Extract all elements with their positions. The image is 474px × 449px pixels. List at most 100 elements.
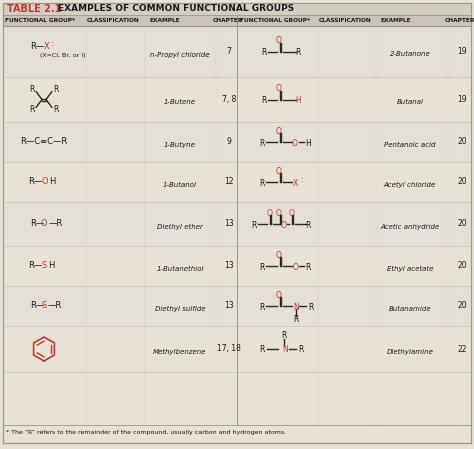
Text: EXAMPLE: EXAMPLE <box>150 18 180 23</box>
Bar <box>3 286 237 326</box>
Text: Diethyl sulfide: Diethyl sulfide <box>155 306 205 312</box>
Text: 7: 7 <box>227 47 231 56</box>
Text: O: O <box>42 177 49 186</box>
Text: 13: 13 <box>224 301 234 311</box>
Text: O: O <box>276 291 282 299</box>
Text: R: R <box>281 331 287 340</box>
Text: H: H <box>305 138 311 148</box>
Text: R: R <box>53 105 59 114</box>
Text: CLASSIFICATION: CLASSIFICATION <box>319 18 372 23</box>
Bar <box>3 122 237 162</box>
Text: O: O <box>281 220 287 229</box>
Text: Methylbenzene: Methylbenzene <box>153 349 207 355</box>
Text: R: R <box>251 220 257 229</box>
Bar <box>3 202 237 246</box>
Text: 7, 8: 7, 8 <box>222 95 236 104</box>
Text: O: O <box>267 208 273 217</box>
Text: R: R <box>259 303 264 312</box>
Text: 22: 22 <box>457 344 467 353</box>
Text: Acetic anhydride: Acetic anhydride <box>380 224 439 230</box>
Text: R: R <box>53 85 59 94</box>
Text: —R: —R <box>49 220 63 229</box>
Text: S: S <box>42 261 47 270</box>
Text: 1-Butanol: 1-Butanol <box>163 182 197 188</box>
Text: O: O <box>276 84 282 93</box>
Text: —R: —R <box>48 301 62 311</box>
Text: H: H <box>48 261 55 270</box>
Text: O: O <box>293 263 299 272</box>
Bar <box>3 15 471 26</box>
Bar <box>237 286 471 326</box>
Text: 19: 19 <box>457 95 467 104</box>
Text: 1-Butanethiol: 1-Butanethiol <box>156 266 204 272</box>
Text: R: R <box>305 263 310 272</box>
Text: 20: 20 <box>457 137 467 146</box>
Text: X: X <box>44 42 50 51</box>
Text: FUNCTIONAL GROUP*: FUNCTIONAL GROUP* <box>5 18 75 23</box>
Text: R: R <box>259 179 264 188</box>
Text: 20: 20 <box>457 177 467 186</box>
Text: 13: 13 <box>224 261 234 270</box>
Text: N: N <box>293 303 299 312</box>
Text: S: S <box>41 301 46 311</box>
Text: R: R <box>261 48 267 57</box>
Text: R—C≡C—R: R—C≡C—R <box>20 137 68 146</box>
Text: 2-Butanone: 2-Butanone <box>390 52 430 57</box>
Text: EXAMPLE: EXAMPLE <box>381 18 411 23</box>
Text: Acetyl chloride: Acetyl chloride <box>384 182 436 188</box>
Text: TABLE 2.1: TABLE 2.1 <box>7 4 61 14</box>
Text: 9: 9 <box>227 137 231 146</box>
Text: O: O <box>276 251 282 260</box>
Text: 12: 12 <box>224 177 234 186</box>
Text: O: O <box>276 208 282 217</box>
Text: R: R <box>261 96 267 105</box>
Bar <box>237 202 471 246</box>
Text: :: : <box>300 177 302 183</box>
Text: H: H <box>295 96 301 105</box>
Text: Pentanoic acid: Pentanoic acid <box>384 142 436 148</box>
Bar <box>3 26 237 77</box>
Text: X: X <box>293 179 298 188</box>
Text: CHAPTER: CHAPTER <box>445 18 474 23</box>
Text: :: : <box>50 40 52 47</box>
Bar <box>237 122 471 162</box>
Text: 1-Butene: 1-Butene <box>164 100 196 106</box>
Bar <box>3 3 471 15</box>
Text: 20: 20 <box>457 261 467 270</box>
Text: O: O <box>41 220 47 229</box>
Text: R—: R— <box>28 261 42 270</box>
Text: 17, 18: 17, 18 <box>217 344 241 353</box>
Text: 20: 20 <box>457 220 467 229</box>
Text: R—: R— <box>30 220 44 229</box>
Text: O: O <box>276 36 282 45</box>
Text: CLASSIFICATION: CLASSIFICATION <box>87 18 140 23</box>
Text: Diethyl ether: Diethyl ether <box>157 224 203 230</box>
Text: 13: 13 <box>224 220 234 229</box>
Text: O: O <box>276 167 282 176</box>
Text: * The “R” refers to the remainder of the compound, usually carbon and hydrogen a: * The “R” refers to the remainder of the… <box>6 430 286 435</box>
Bar <box>237 26 471 77</box>
Text: R: R <box>293 314 299 323</box>
Text: EXAMPLES OF COMMON FUNCTIONAL GROUPS: EXAMPLES OF COMMON FUNCTIONAL GROUPS <box>58 4 294 13</box>
Text: R: R <box>308 303 313 312</box>
Text: R: R <box>259 263 264 272</box>
Text: n-Propyl chloride: n-Propyl chloride <box>150 52 210 57</box>
Text: CHAPTER: CHAPTER <box>213 18 243 23</box>
Text: (X=Cl, Br, or I): (X=Cl, Br, or I) <box>40 53 86 58</box>
Text: Butanamide: Butanamide <box>389 306 431 312</box>
Text: R: R <box>259 138 264 148</box>
Text: R: R <box>295 48 301 57</box>
Text: R: R <box>29 105 35 114</box>
Text: Diethylamine: Diethylamine <box>387 349 433 355</box>
Text: Ethyl acetate: Ethyl acetate <box>387 266 433 272</box>
Text: FUNCTIONAL GROUP*: FUNCTIONAL GROUP* <box>240 18 310 23</box>
Text: R: R <box>298 345 303 355</box>
Text: R: R <box>29 85 35 94</box>
Text: N: N <box>282 345 288 355</box>
Text: R: R <box>305 220 310 229</box>
Text: 1-Butyne: 1-Butyne <box>164 142 196 148</box>
Text: R—: R— <box>30 301 44 311</box>
Text: R—: R— <box>28 177 42 186</box>
Text: Butanal: Butanal <box>396 100 423 106</box>
Text: H: H <box>49 177 55 186</box>
